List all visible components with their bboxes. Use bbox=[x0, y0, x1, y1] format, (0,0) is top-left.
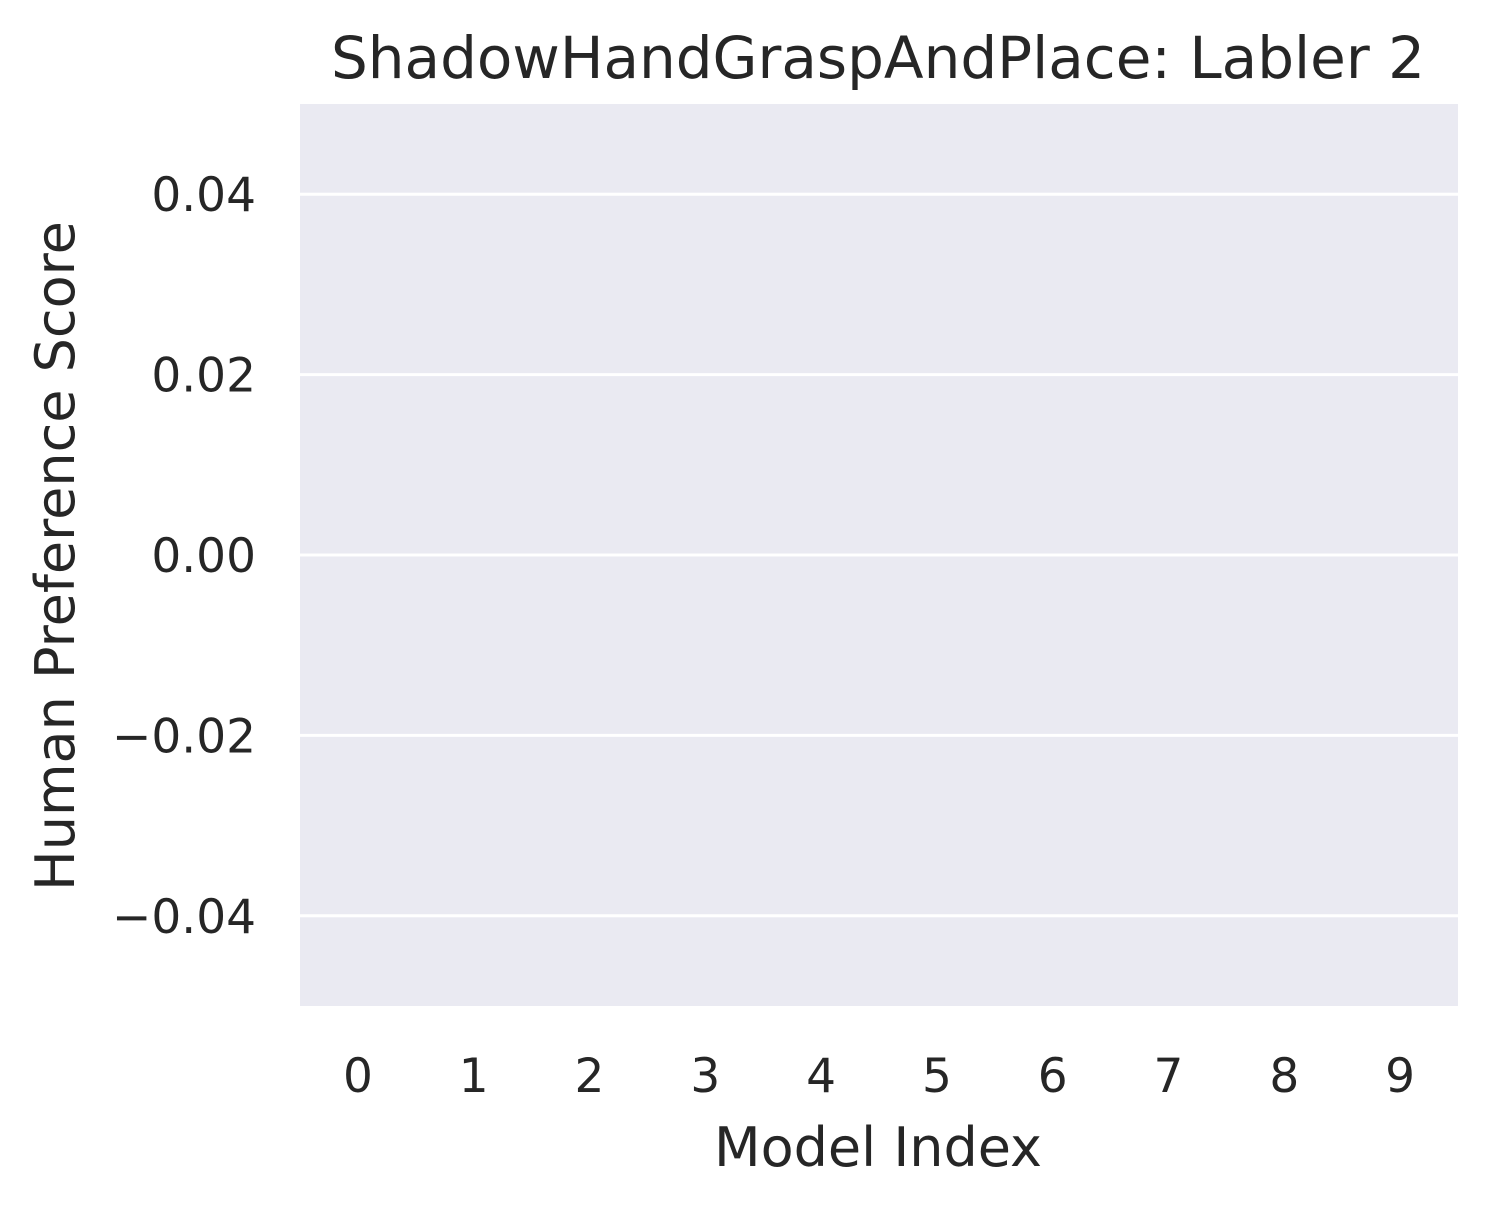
x-tick-label: 1 bbox=[459, 1049, 489, 1104]
y-tick-labels: −0.04 −0.02 0.00 0.02 0.04 bbox=[112, 168, 256, 945]
x-tick-label: 7 bbox=[1154, 1049, 1184, 1104]
x-tick-label: 6 bbox=[1038, 1049, 1068, 1104]
y-tick-label: −0.04 bbox=[112, 890, 256, 945]
y-tick-label: 0.00 bbox=[151, 529, 256, 584]
y-tick-label: 0.04 bbox=[151, 168, 256, 223]
x-tick-label: 4 bbox=[806, 1049, 836, 1104]
y-axis-label: Human Preference Score bbox=[24, 221, 87, 891]
x-tick-label: 5 bbox=[922, 1049, 952, 1104]
x-tick-label: 0 bbox=[343, 1049, 373, 1104]
y-tick-label: −0.02 bbox=[112, 709, 256, 764]
x-tick-label: 8 bbox=[1269, 1049, 1299, 1104]
x-axis-label: Model Index bbox=[714, 1116, 1042, 1179]
x-tick-labels: 0 1 2 3 4 5 6 7 8 9 bbox=[343, 1049, 1415, 1104]
chart-title: ShadowHandGraspAndPlace: Labler 2 bbox=[331, 24, 1425, 92]
x-tick-label: 3 bbox=[690, 1049, 720, 1104]
x-tick-label: 2 bbox=[575, 1049, 605, 1104]
grid-lines bbox=[300, 192, 1458, 918]
y-tick-label: 0.02 bbox=[151, 349, 256, 404]
x-tick-label: 9 bbox=[1385, 1049, 1415, 1104]
